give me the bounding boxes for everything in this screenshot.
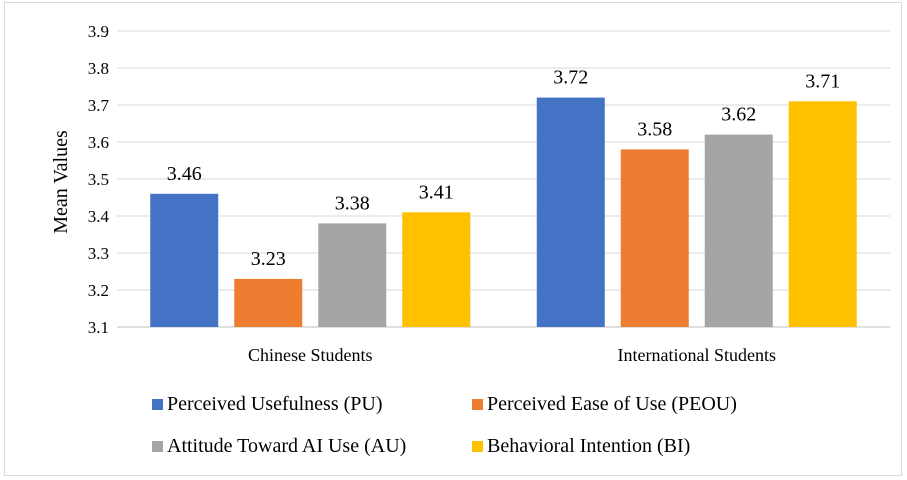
legend-item: Perceived Usefulness (PU) xyxy=(152,393,383,415)
data-label: 3.58 xyxy=(637,118,672,140)
data-label: 3.46 xyxy=(167,163,202,185)
y-tick-label: 3.4 xyxy=(88,207,110,226)
data-label: 3.62 xyxy=(721,104,756,126)
y-tick-label: 3.6 xyxy=(88,133,109,152)
y-tick-label: 3.9 xyxy=(88,22,109,41)
legend-swatch xyxy=(152,399,163,410)
bar xyxy=(620,149,689,327)
legend: Perceived Usefulness (PU) Perceived Ease … xyxy=(152,393,737,457)
y-tick-label: 3.1 xyxy=(88,318,109,337)
legend-label: Behavioral Intention (BI) xyxy=(487,435,690,457)
bar xyxy=(234,278,303,327)
y-tick-label: 3.3 xyxy=(88,244,109,263)
bar xyxy=(318,223,387,327)
legend-label: Perceived Ease of Use (PEOU) xyxy=(487,393,737,415)
legend-swatch xyxy=(472,399,483,410)
legend-swatch xyxy=(472,441,483,452)
bar xyxy=(536,97,605,327)
legend-swatch xyxy=(152,441,163,452)
x-category-label: Chinese Students xyxy=(248,345,373,365)
legend-item: Behavioral Intention (BI) xyxy=(472,435,690,457)
legend-label: Attitude Toward AI Use (AU) xyxy=(167,435,406,457)
data-label: 3.38 xyxy=(335,192,370,214)
y-tick-label: 3.8 xyxy=(88,59,109,78)
bar xyxy=(402,212,471,327)
bar xyxy=(150,193,219,327)
y-tick-label: 3.5 xyxy=(88,170,109,189)
y-axis-label: Mean Values xyxy=(50,130,72,234)
y-tick-label: 3.2 xyxy=(88,281,109,300)
gridlines xyxy=(117,30,890,328)
data-label: 3.41 xyxy=(419,181,454,203)
x-axis-categories: Chinese Students International Students xyxy=(248,345,776,365)
data-label: 3.23 xyxy=(251,248,286,270)
y-tick-label: 3.7 xyxy=(88,96,110,115)
data-label: 3.71 xyxy=(805,70,840,92)
legend-item: Perceived Ease of Use (PEOU) xyxy=(472,393,737,415)
legend-label: Perceived Usefulness (PU) xyxy=(167,393,383,415)
data-label: 3.72 xyxy=(553,67,588,89)
legend-item: Attitude Toward AI Use (AU) xyxy=(152,435,406,457)
bar xyxy=(704,134,773,327)
y-axis-ticks: 3.1 3.2 3.3 3.4 3.5 3.6 3.7 3.8 3.9 xyxy=(88,22,110,337)
bars xyxy=(150,97,857,327)
x-category-label: International Students xyxy=(618,345,776,365)
bar xyxy=(788,101,857,327)
data-labels: 3.46 3.23 3.38 3.41 3.72 3.58 3.62 3.71 xyxy=(167,67,841,270)
